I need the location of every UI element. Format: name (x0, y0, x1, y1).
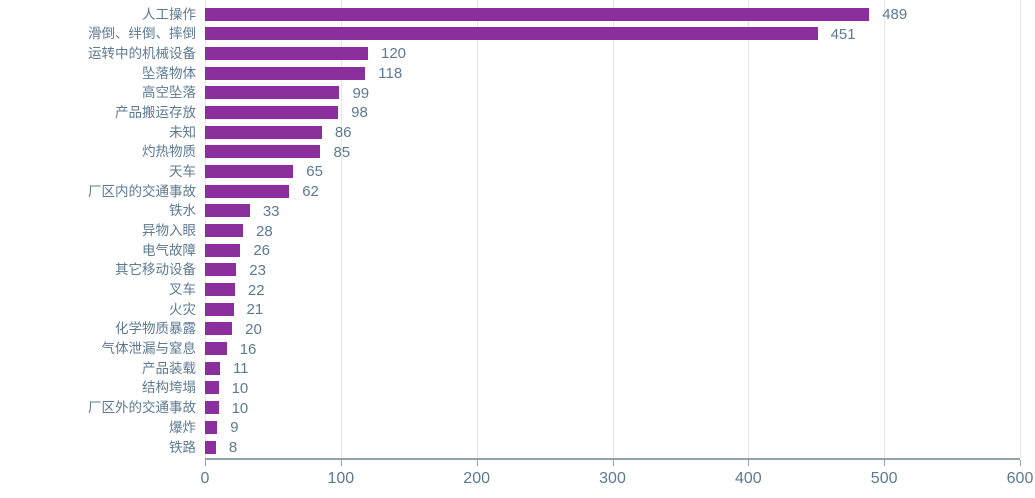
x-axis-tick-label: 300 (599, 470, 626, 487)
bar (205, 302, 234, 316)
category-label: 化学物质暴露 (115, 321, 196, 337)
category-label: 滑倒、绊倒、摔倒 (88, 26, 196, 42)
category-label: 电气故障 (142, 242, 196, 258)
x-axis-tick-label: 400 (734, 470, 762, 487)
bar (205, 204, 250, 218)
value-label: 10 (231, 399, 249, 417)
category-label: 爆炸 (169, 419, 196, 435)
bar (205, 440, 216, 454)
category-label: 产品装载 (142, 360, 196, 376)
bar (205, 361, 220, 375)
value-label: 33 (262, 202, 280, 220)
value-label: 28 (256, 222, 273, 240)
value-label: 120 (381, 45, 407, 63)
category-label: 天车 (169, 163, 196, 179)
value-label: 16 (239, 340, 257, 358)
gridline (884, 0, 886, 458)
category-label: 火灾 (169, 301, 196, 317)
x-axis-tick (340, 460, 342, 466)
value-label: 10 (231, 379, 249, 397)
x-axis-tick-label: 200 (463, 470, 491, 487)
category-label: 气体泄漏与窒息 (101, 341, 197, 357)
x-axis-tick-label: 100 (327, 470, 355, 487)
value-label: 86 (334, 124, 352, 142)
bar (205, 125, 322, 139)
category-label: 灼热物质 (142, 144, 196, 160)
bar (205, 381, 219, 395)
category-label: 叉车 (169, 282, 196, 298)
gridline (340, 0, 342, 458)
bar (205, 263, 237, 277)
bar (205, 401, 219, 415)
value-label: 8 (228, 439, 238, 456)
x-axis-tick (476, 460, 478, 466)
x-axis-tick-label: 600 (1006, 470, 1034, 487)
value-label: 11 (232, 360, 249, 378)
gridline (1020, 0, 1021, 458)
x-axis-tick-label: 0 (200, 470, 210, 487)
category-label: 厂区内的交通事故 (88, 183, 196, 199)
x-axis-tick (1020, 460, 1021, 466)
bar (205, 342, 227, 356)
category-label: 产品搬运存放 (115, 104, 196, 120)
bar (205, 322, 233, 336)
bar (205, 66, 366, 80)
value-label: 85 (333, 143, 351, 161)
bar (205, 27, 818, 41)
value-label: 118 (378, 65, 403, 83)
category-label: 高空坠落 (142, 85, 196, 101)
category-label: 人工操作 (142, 6, 196, 22)
x-axis-tick (612, 460, 614, 466)
category-label: 结构垮塌 (142, 380, 196, 396)
bar (205, 164, 294, 178)
x-axis-tick (884, 460, 886, 466)
bar (205, 420, 218, 434)
value-label: 22 (247, 281, 265, 299)
category-label: 其它移动设备 (115, 262, 196, 278)
bar (205, 283, 235, 297)
category-label: 未知 (169, 124, 196, 140)
category-label: 铁路 (169, 439, 196, 455)
gridline (612, 0, 614, 458)
value-label: 26 (253, 242, 270, 260)
bar (205, 184, 290, 198)
value-label: 489 (882, 6, 908, 23)
bar (205, 224, 244, 237)
value-label: 20 (245, 320, 262, 338)
category-label: 厂区外的交通事故 (88, 400, 196, 416)
value-label: 21 (246, 301, 264, 319)
value-label: 65 (306, 163, 323, 181)
bar (205, 243, 241, 257)
category-label: 铁水 (169, 203, 196, 219)
bar (205, 105, 339, 119)
bar (205, 46, 368, 60)
gridline (748, 0, 750, 458)
bar (205, 86, 340, 100)
value-label: 9 (230, 419, 239, 437)
bar (205, 145, 321, 159)
category-label: 运转中的机械设备 (88, 45, 196, 61)
bar (205, 7, 870, 21)
value-label: 23 (249, 261, 266, 279)
category-label: 坠落物体 (142, 65, 196, 81)
x-axis-tick (748, 460, 750, 466)
value-label: 99 (352, 84, 370, 102)
value-label: 451 (830, 25, 856, 43)
value-label: 62 (302, 183, 319, 201)
x-axis-tick-label: 500 (870, 470, 898, 487)
category-label: 异物入眼 (142, 223, 196, 238)
x-axis-tick (205, 460, 206, 466)
value-label: 98 (351, 104, 368, 122)
x-axis-line (205, 458, 1020, 460)
gridline (476, 0, 478, 458)
